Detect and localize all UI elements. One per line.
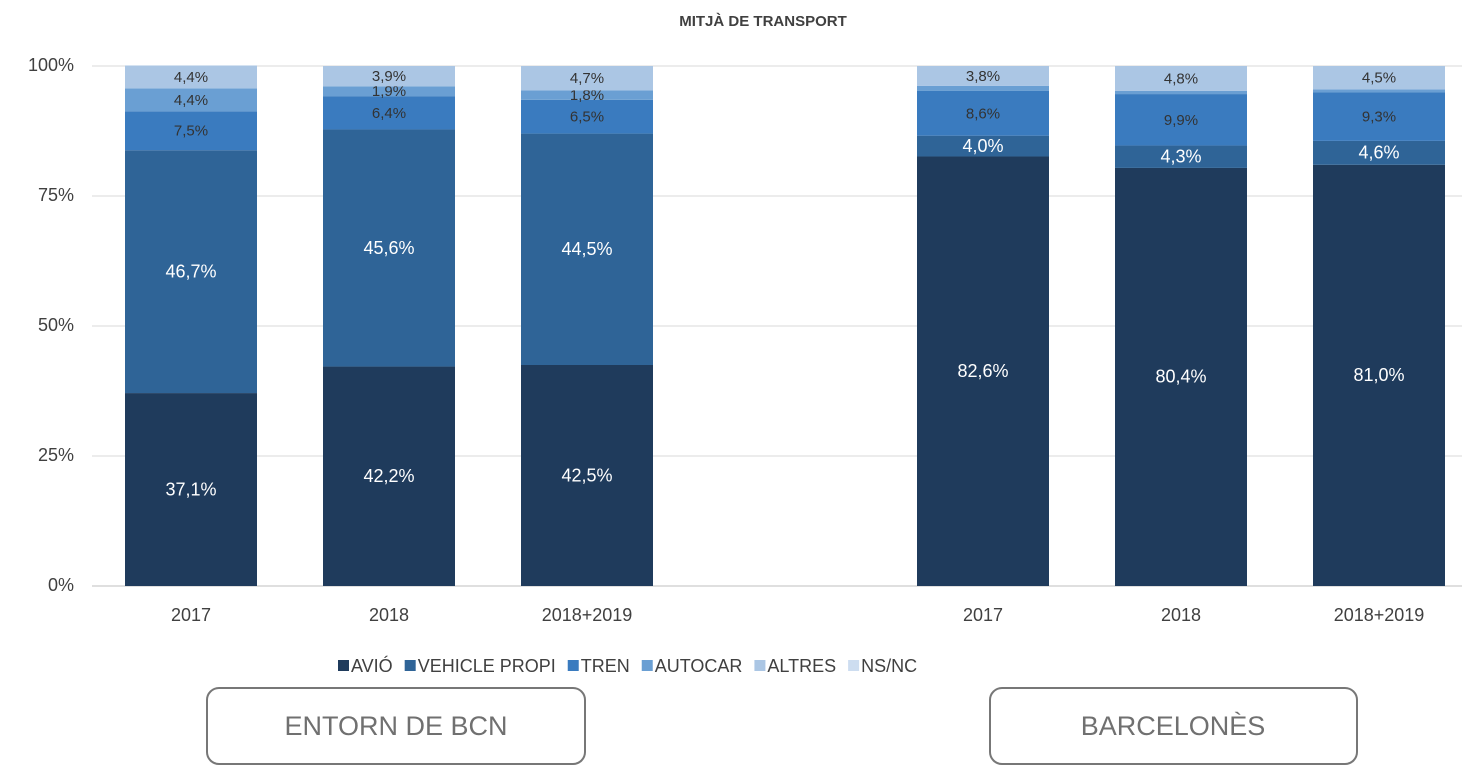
- legend-swatch: [754, 660, 766, 671]
- data-label: 6,5%: [570, 109, 604, 126]
- bar-segment: [521, 66, 653, 91]
- data-label: 46,7%: [165, 261, 216, 281]
- legend-swatch: [641, 660, 653, 671]
- bar-segment: [1115, 145, 1247, 168]
- bar-segment: [521, 365, 653, 586]
- data-label: 6,4%: [372, 105, 406, 122]
- data-label: 1,8%: [570, 87, 604, 104]
- data-label: 4,0%: [962, 136, 1003, 156]
- annotation: ENTORN DE BCN: [284, 711, 507, 741]
- x-tick-label: 2018: [1161, 605, 1201, 625]
- bar-segment: [521, 99, 653, 134]
- legend-label: AUTOCAR: [655, 656, 743, 676]
- bar-segment: [1313, 140, 1445, 165]
- data-label: 45,6%: [363, 238, 414, 258]
- data-label: 4,4%: [174, 69, 208, 86]
- bar-segment: [917, 66, 1049, 86]
- annotation: BARCELONÈS: [1081, 711, 1266, 741]
- bar-segment: [125, 65, 257, 89]
- bar-segment: [125, 88, 257, 112]
- data-label: 4,3%: [1160, 146, 1201, 166]
- legend-swatch: [567, 660, 579, 671]
- data-label: 80,4%: [1155, 367, 1206, 387]
- chart-title: MITJÀ DE TRANSPORT: [679, 13, 847, 30]
- bar-segment: [125, 111, 257, 151]
- legend-swatch: [848, 660, 860, 671]
- legend-swatch: [338, 660, 349, 671]
- data-label: 81,0%: [1353, 365, 1404, 385]
- bar-segment: [1115, 90, 1247, 95]
- data-label: 4,8%: [1164, 70, 1198, 87]
- bar-segment: [1313, 164, 1445, 587]
- data-label: 4,4%: [174, 92, 208, 109]
- bar-segment: [1313, 66, 1445, 90]
- data-label: 3,8%: [966, 68, 1000, 85]
- bar-segment: [323, 96, 455, 130]
- annotation-box: [989, 687, 1358, 765]
- data-label: 8,6%: [966, 105, 1000, 122]
- data-label: 4,5%: [1362, 70, 1396, 87]
- annotation-box: [206, 687, 586, 765]
- legend-label: NS/NC: [861, 656, 917, 676]
- y-tick-label: 25%: [38, 445, 74, 465]
- data-label: 4,7%: [570, 70, 604, 87]
- bar-segment: [323, 366, 455, 586]
- bar-segment: [917, 156, 1049, 587]
- data-label: 7,5%: [174, 123, 208, 140]
- data-label: 42,5%: [561, 465, 612, 485]
- y-tick-label: 100%: [28, 55, 74, 75]
- data-label: 37,1%: [165, 479, 216, 499]
- y-tick-label: 75%: [38, 185, 74, 205]
- data-label: 44,5%: [561, 239, 612, 259]
- bar-segment: [323, 66, 455, 87]
- x-tick-label: 2017: [171, 605, 211, 625]
- bar-segment: [521, 90, 653, 100]
- legend-label: TREN: [581, 656, 630, 676]
- data-label: 82,6%: [957, 361, 1008, 381]
- bar-segment: [1313, 92, 1445, 141]
- x-tick-label: 2018+2019: [1334, 605, 1425, 625]
- bar-segment: [917, 85, 1049, 91]
- legend-label: VEHICLE PROPI: [418, 656, 556, 676]
- data-label: 9,9%: [1164, 112, 1198, 129]
- data-label: 42,2%: [363, 466, 414, 486]
- bar-segment: [917, 90, 1049, 136]
- data-label: 1,9%: [372, 83, 406, 100]
- bar-segment: [125, 393, 257, 586]
- y-tick-label: 50%: [38, 315, 74, 335]
- bar-segment: [323, 86, 455, 97]
- bar-segment: [323, 129, 455, 367]
- bar-segment: [1115, 167, 1247, 587]
- bar-segment: [1115, 94, 1247, 146]
- y-tick-label: 0%: [48, 575, 74, 595]
- legend-label: ALTRES: [767, 656, 836, 676]
- x-tick-label: 2018: [369, 605, 409, 625]
- bar-segment: [125, 150, 257, 394]
- bar-segment: [917, 135, 1049, 157]
- legend-swatch: [404, 660, 416, 671]
- data-label: 4,6%: [1358, 143, 1399, 163]
- bar-segment: [1313, 89, 1445, 93]
- data-label: 9,3%: [1362, 109, 1396, 126]
- x-tick-label: 2018+2019: [542, 605, 633, 625]
- bar-segment: [521, 133, 653, 365]
- x-tick-label: 2017: [963, 605, 1003, 625]
- bar-segment: [1115, 66, 1247, 91]
- legend-label: AVIÓ: [351, 655, 393, 676]
- data-label: 3,9%: [372, 68, 406, 85]
